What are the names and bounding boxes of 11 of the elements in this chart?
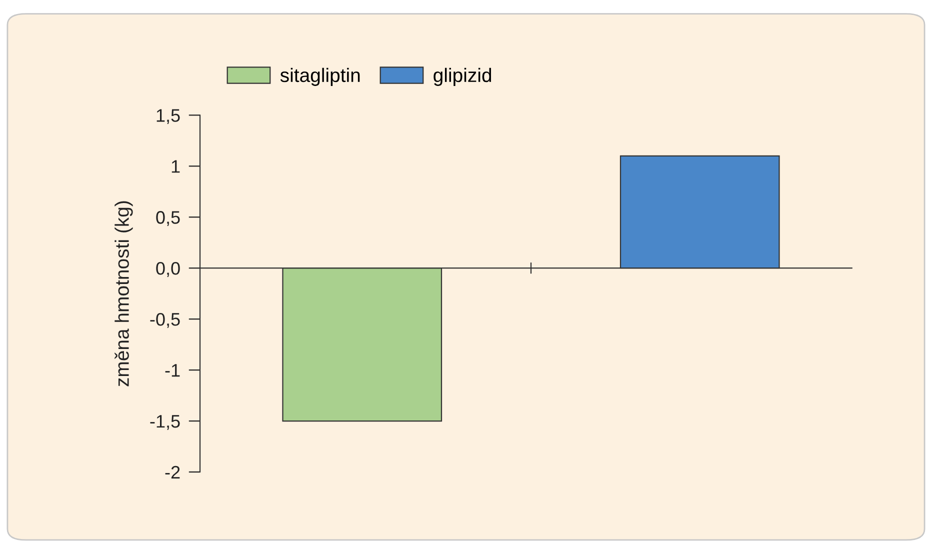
y-axis-title: změna hmotnosti (kg) — [114, 201, 133, 386]
y-tick-label: -1 — [165, 364, 180, 377]
y-tick-label: 0,5 — [156, 211, 180, 226]
legend-label: glipizid — [434, 68, 492, 86]
y-tick-label: 0,0 — [156, 262, 180, 277]
y-tick-label: 1 — [172, 160, 180, 173]
y-tick-label: -1,5 — [150, 415, 180, 430]
legend-label: sitagliptin — [280, 68, 360, 86]
y-tick-label: -2 — [165, 466, 180, 479]
y-tick-label: -0,5 — [150, 312, 180, 328]
y-tick-label: 1,5 — [156, 109, 180, 124]
